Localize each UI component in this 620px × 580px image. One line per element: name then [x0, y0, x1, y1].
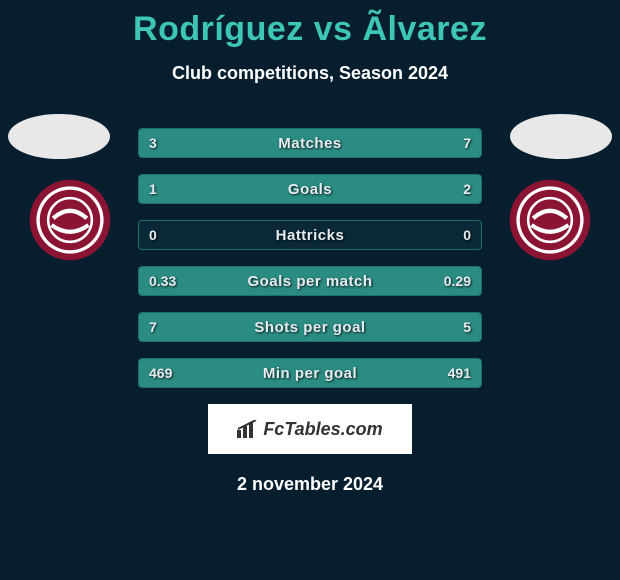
stat-row: 00Hattricks — [138, 220, 482, 250]
date-label: 2 november 2024 — [0, 474, 620, 495]
stats-container: 37Matches 12Goals 00Hattricks 0.330.29Goals… — [138, 128, 482, 388]
player-left-name: Rodríguez — [133, 10, 304, 48]
shield-icon — [508, 178, 592, 262]
stat-label: Hattricks — [139, 221, 481, 249]
stat-label: Shots per goal — [139, 313, 481, 341]
subtitle: Club competitions, Season 2024 — [0, 63, 620, 84]
stat-label: Matches — [139, 129, 481, 157]
stat-row: 75Shots per goal — [138, 312, 482, 342]
page-title: Rodríguez vs Ãlvarez — [0, 0, 620, 49]
club-badge-right — [500, 178, 600, 262]
player-right-avatar — [510, 114, 612, 159]
branding-badge: FcTables.com — [208, 404, 412, 454]
shield-icon — [28, 178, 112, 262]
title-vs: vs — [314, 10, 353, 48]
stat-label: Goals — [139, 175, 481, 203]
player-right-name: Ãlvarez — [362, 10, 486, 48]
player-left-avatar — [8, 114, 110, 159]
branding-text: FcTables.com — [263, 419, 382, 440]
club-badge-left — [20, 178, 120, 262]
stat-label: Min per goal — [139, 359, 481, 387]
stat-row: 0.330.29Goals per match — [138, 266, 482, 296]
chart-icon — [237, 420, 259, 438]
stat-label: Goals per match — [139, 267, 481, 295]
stat-row: 469491Min per goal — [138, 358, 482, 388]
stat-row: 37Matches — [138, 128, 482, 158]
stat-row: 12Goals — [138, 174, 482, 204]
